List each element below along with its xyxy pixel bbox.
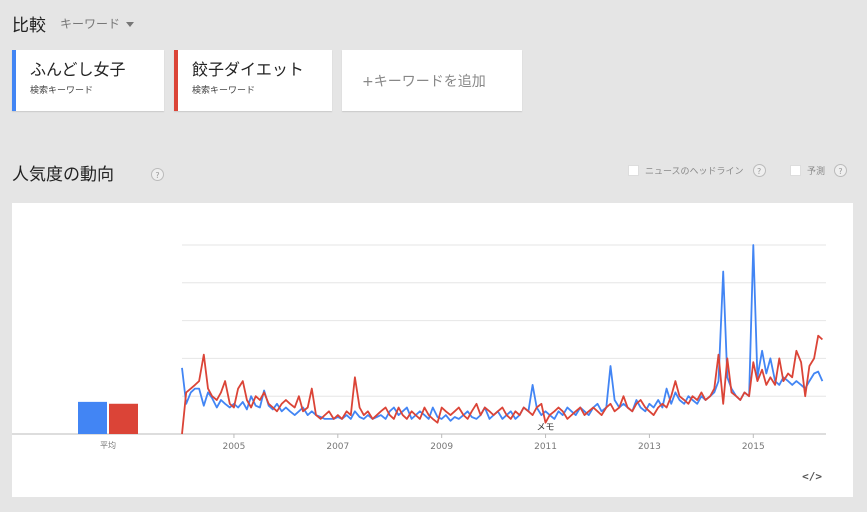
x-tick-label: 2005 [222,442,245,452]
x-tick-label: 2011 [534,442,557,452]
page-title: 比較 [12,15,46,36]
average-bar [109,403,138,434]
term-sublabel: 検索キーワード [192,86,256,96]
average-bar [78,401,107,434]
annotation-marker: メモ [537,423,555,433]
comparison-mode-dropdown[interactable]: キーワード [60,15,135,32]
x-tick-label: 2007 [326,442,349,452]
term-color-bar [12,50,16,111]
x-tick-label: 2009 [430,442,453,452]
section-title: 人気度の動向 [12,165,114,185]
news-headlines-option[interactable]: ニュースのヘッドライン ? [628,164,766,177]
series-line [181,244,824,422]
interest-over-time-chart: 平均 2005 2007 2009 2011 2013 2015 メモ [12,244,826,452]
forecast-label: 予測 [807,167,826,177]
forecast-checkbox[interactable] [790,165,801,176]
term-label: ふんどし女子 [30,60,126,79]
news-headlines-label: ニュースのヘッドライン [645,167,744,177]
help-icon[interactable]: ? [151,168,164,181]
term-label: 餃子ダイエット [192,60,304,79]
chart-panel: 平均 2005 2007 2009 2011 2013 2015 メモ </> [12,203,853,497]
series-line [181,334,824,435]
forecast-option[interactable]: 予測 ? [790,164,848,177]
comparison-mode-label: キーワード [60,16,121,31]
x-tick-label: 2013 [638,442,661,452]
add-term-button[interactable]: +キーワードを追加 [342,50,522,111]
term-card-2[interactable]: 餃子ダイエット 検索キーワード [174,50,332,111]
help-icon[interactable]: ? [752,164,766,177]
term-color-bar [174,50,178,111]
term-sublabel: 検索キーワード [30,86,94,96]
average-label: 平均 [100,440,116,450]
news-headlines-checkbox[interactable] [628,165,639,176]
embed-code-icon[interactable]: </> [802,470,822,483]
header: 比較 キーワード [12,8,135,38]
caret-down-icon [126,21,135,27]
term-card-1[interactable]: ふんどし女子 検索キーワード [12,50,164,111]
help-icon[interactable]: ? [834,164,848,177]
x-tick-label: 2015 [742,442,765,452]
